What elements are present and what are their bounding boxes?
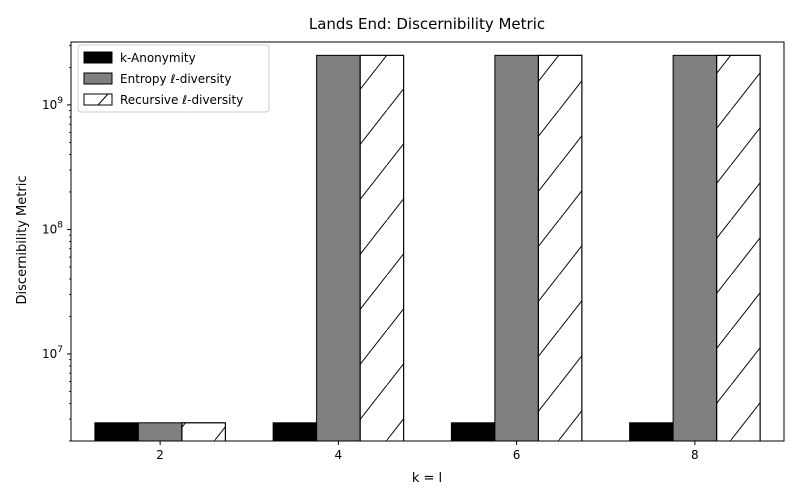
y-tick-label: 109 bbox=[42, 96, 63, 112]
y-axis-label: Discernibility Metric bbox=[15, 176, 30, 305]
legend-swatch-1 bbox=[83, 72, 113, 85]
legend-frame bbox=[77, 44, 270, 113]
legend-swatch-2 bbox=[83, 93, 113, 106]
bar-0-1 bbox=[272, 422, 318, 442]
x-axis: 2 4 6 8 bbox=[156, 441, 699, 462]
bar-0-3 bbox=[629, 422, 674, 442]
x-tick-label: 8 bbox=[691, 448, 699, 462]
plot-area bbox=[70, 41, 785, 442]
bar-1-1 bbox=[316, 54, 361, 442]
legend-label-2: Recursive ℓ-diversity bbox=[120, 93, 243, 107]
legend-label-1: Entropy ℓ-diversity bbox=[120, 72, 232, 86]
legend-swatch-0 bbox=[83, 51, 113, 64]
bar-2-1 bbox=[359, 54, 405, 442]
y-tick-label: 107 bbox=[42, 345, 63, 361]
y-axis: 107 108 109 bbox=[42, 45, 71, 442]
x-tick-label: 4 bbox=[335, 448, 343, 462]
bar-2-3 bbox=[716, 54, 761, 442]
bar-2-2 bbox=[537, 54, 583, 442]
legend-label-0: k-Anonymity bbox=[120, 51, 196, 65]
x-tick-label: 2 bbox=[156, 448, 164, 462]
bar-1-2 bbox=[494, 54, 539, 442]
bar-0-0 bbox=[94, 422, 139, 442]
legend: k-Anonymity Entropy ℓ-diversity Recursive … bbox=[77, 44, 270, 113]
bar-1-3 bbox=[672, 54, 718, 442]
x-axis-label: k = l bbox=[412, 471, 442, 486]
legend-hatch-line bbox=[97, 93, 109, 106]
bar-2-0 bbox=[181, 422, 226, 442]
bar-1-0 bbox=[137, 422, 183, 442]
chart-title: Lands End: Discernibility Metric bbox=[309, 15, 545, 33]
y-tick-label: 108 bbox=[42, 220, 63, 236]
bar-0-2 bbox=[450, 422, 496, 442]
x-tick-label: 6 bbox=[513, 448, 521, 462]
